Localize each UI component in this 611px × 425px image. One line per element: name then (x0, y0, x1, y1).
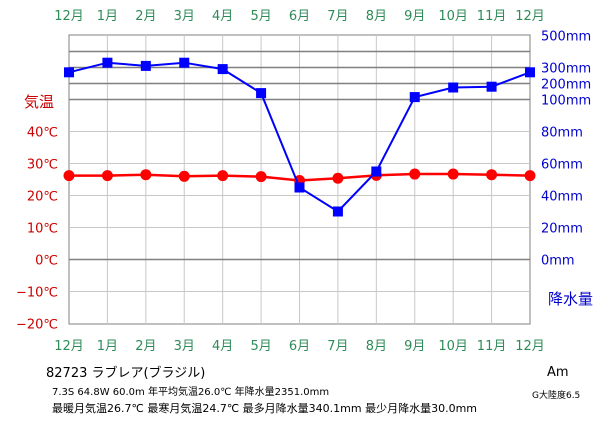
month-tick-label: 6月 (289, 339, 310, 354)
temperature-tick-label: 40℃ (27, 126, 58, 141)
station-summary-line1: 7.3S 64.8W 60.0m 年平均気温26.0℃ 年降水量2351.0mm (52, 387, 330, 398)
temperature-tick-label: 0℃ (35, 254, 58, 269)
month-tick-label: 9月 (404, 9, 425, 24)
temperature-point (63, 170, 75, 182)
month-tick-label: 11月 (477, 339, 507, 354)
precipitation-tick-label: 300mm (541, 62, 591, 77)
top-month-labels: 12月 1月 2月 3月 4月 5月 6月 7月 8月 9月 10月 11月 12月 (54, 9, 545, 24)
precipitation-point (102, 57, 113, 68)
temperature-tick-label: 30℃ (27, 158, 58, 173)
precipitation-tick-label: 80mm (541, 126, 583, 141)
precipitation-point (217, 64, 228, 75)
temperature-point (486, 169, 498, 181)
month-tick-label: 4月 (212, 9, 233, 24)
bottom-month-labels: 12月 1月 2月 3月 4月 5月 6月 7月 8月 9月 10月 11月 12月 (54, 339, 545, 354)
temperature-point (140, 169, 152, 181)
koppen-class: Am (547, 365, 569, 380)
precipitation-tick-label: 0mm (541, 254, 575, 269)
temperature-point (255, 171, 267, 183)
month-tick-label: 3月 (174, 9, 195, 24)
temperature-point (524, 170, 536, 182)
month-tick-label: 9月 (404, 339, 425, 354)
month-tick-label: 10月 (438, 9, 468, 24)
continentality-index: G大陸度6.5 (532, 391, 581, 401)
month-tick-label: 6月 (289, 9, 310, 24)
month-tick-label: 5月 (250, 339, 271, 354)
temperature-series (63, 168, 536, 186)
month-tick-label: 3月 (174, 339, 195, 354)
precipitation-point (448, 82, 459, 93)
temperature-axis-label: 気温 (24, 93, 54, 111)
temperature-point (447, 168, 459, 180)
station-title: 82723 ラブレア(ブラジル) (46, 366, 206, 381)
month-tick-label: 4月 (212, 339, 233, 354)
station-summary-line2: 最暖月気温26.7℃ 最寒月気温24.7℃ 最多月降水量340.1mm 最少月降… (52, 402, 478, 415)
temperature-axis-ticks: 40℃ 30℃ 20℃ 10℃ 0℃ −10℃ −20℃ (16, 126, 58, 333)
precipitation-point (371, 166, 382, 177)
month-tick-label: 11月 (477, 9, 507, 24)
precipitation-point (140, 60, 151, 71)
precipitation-tick-label: 20mm (541, 222, 583, 237)
precipitation-point (332, 206, 343, 217)
temperature-tick-label: −10℃ (16, 286, 58, 301)
temperature-point (409, 168, 421, 180)
month-tick-label: 2月 (135, 9, 156, 24)
precipitation-point (64, 67, 74, 78)
month-tick-label: 8月 (366, 339, 387, 354)
precipitation-tick-label: 200mm (541, 78, 591, 93)
month-tick-label: 7月 (327, 9, 348, 24)
month-tick-label: 1月 (97, 339, 118, 354)
month-tick-label: 12月 (515, 339, 545, 354)
precipitation-point (256, 88, 267, 99)
month-tick-label: 12月 (54, 339, 84, 354)
temperature-tick-label: 20℃ (27, 190, 58, 205)
temperature-point (101, 170, 113, 182)
month-tick-label: 12月 (515, 9, 545, 24)
temperature-tick-label: 10℃ (27, 222, 58, 237)
precipitation-point (409, 92, 420, 103)
precipitation-point (294, 182, 305, 193)
month-tick-label: 10月 (438, 339, 468, 354)
month-tick-label: 12月 (54, 9, 84, 24)
precipitation-series (64, 57, 535, 217)
month-tick-label: 7月 (327, 339, 348, 354)
month-tick-label: 8月 (366, 9, 387, 24)
temperature-point (217, 170, 229, 182)
month-tick-label: 1月 (97, 9, 118, 24)
precipitation-tick-label: 500mm (541, 30, 591, 45)
precipitation-tick-label: 60mm (541, 158, 583, 173)
precipitation-point (179, 57, 190, 68)
temperature-tick-label: −20℃ (16, 318, 58, 333)
precipitation-point (525, 67, 535, 78)
temperature-point (178, 170, 190, 182)
precipitation-tick-label: 40mm (541, 190, 583, 205)
precipitation-tick-label: 100mm (541, 94, 591, 109)
month-tick-label: 5月 (250, 9, 271, 24)
precipitation-point (486, 81, 497, 92)
temperature-point (332, 172, 344, 184)
precipitation-axis-label: 降水量 (548, 290, 593, 308)
month-tick-label: 2月 (135, 339, 156, 354)
